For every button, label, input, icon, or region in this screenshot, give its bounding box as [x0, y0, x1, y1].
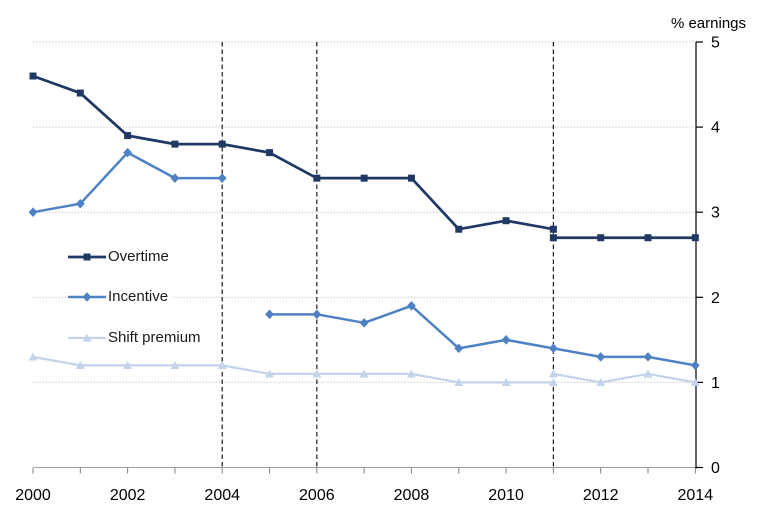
- legend-item-shift-premium: Shift premium: [68, 328, 207, 348]
- legend-item-incentive: Incentive: [68, 287, 175, 307]
- y-tick-label-2: 2: [711, 290, 720, 307]
- series-shift-premium-marker: [548, 378, 558, 386]
- series-overtime-marker: [455, 225, 463, 233]
- x-tick-label-2010: 2010: [488, 487, 524, 504]
- axes: [32, 41, 703, 474]
- y-tick-label-0: 0: [711, 460, 720, 477]
- series-shift-premium-marker: [170, 360, 180, 369]
- y-tick-label-1: 1: [711, 375, 720, 392]
- series-shift-premium-line-0: [32, 355, 554, 384]
- y-tick-label-3: 3: [711, 205, 720, 222]
- legend-marker-overtime: [68, 253, 106, 261]
- axis-tick-labels: 0 1 2 3 4 5 2000 2002 2004 2006 2008 2010 2012 2014: [15, 35, 720, 505]
- series-incentive-marker: [170, 173, 180, 183]
- series-incentive-line-0: [32, 151, 223, 214]
- series-overtime-marker: [407, 174, 415, 182]
- series-shift-premium-line-1: [553, 372, 696, 384]
- series-overtime-marker: [644, 234, 652, 242]
- x-tick-label-2004: 2004: [204, 487, 240, 504]
- series-overtime-marker: [549, 225, 557, 233]
- series-shift-premium-marker: [690, 378, 700, 386]
- legend-label-overtime: Overtime: [108, 248, 169, 265]
- series-shift-premium-marker: [265, 369, 274, 378]
- series-incentive-marker: [643, 352, 653, 362]
- series-shift-premium-marker: [548, 369, 558, 378]
- y-tick-label-5: 5: [711, 35, 720, 52]
- series-overtime-marker: [171, 140, 179, 148]
- x-tick-label-2006: 2006: [299, 487, 335, 504]
- x-tick-label-2012: 2012: [583, 487, 619, 504]
- series-incentive-line-1: [269, 304, 696, 367]
- series-incentive-marker: [454, 343, 464, 354]
- series-incentive-marker: [28, 207, 38, 217]
- legend-glyph-incentive: [82, 292, 92, 302]
- series-shift-premium-marker: [75, 360, 85, 369]
- x-tick-label-2014: 2014: [678, 487, 714, 504]
- series-shift-premium-marker: [312, 369, 322, 378]
- series-shift-premium-marker: [501, 378, 511, 386]
- series-shift-premium-marker: [28, 352, 38, 361]
- series-overtime-marker: [502, 217, 510, 225]
- series-incentive-marker: [359, 318, 369, 328]
- series-overtime-marker: [597, 234, 605, 242]
- x-tick-label-2008: 2008: [394, 487, 430, 504]
- series-shift-premium-marker: [596, 378, 606, 386]
- series-lines: [28, 72, 700, 386]
- series-incentive-marker: [596, 352, 606, 362]
- legend-glyph-overtime: [83, 253, 91, 261]
- series-shift-premium-marker: [123, 360, 133, 369]
- series-overtime-marker: [313, 174, 321, 182]
- series-incentive-marker: [217, 173, 227, 183]
- legend-label-incentive: Incentive: [108, 288, 169, 305]
- series-incentive-marker: [548, 343, 558, 354]
- legend-glyph-shift-premium: [82, 333, 92, 342]
- series-shift-premium-marker: [217, 360, 227, 369]
- reference-lines: [221, 42, 554, 468]
- series-overtime-line-0: [32, 74, 554, 231]
- series-overtime-marker: [549, 234, 557, 242]
- series-incentive-marker: [265, 309, 274, 320]
- x-tick-label-2000: 2000: [15, 487, 51, 504]
- series-shift-premium-marker: [643, 369, 653, 378]
- series-overtime-marker: [124, 132, 132, 140]
- legend-marker-incentive: [68, 292, 106, 302]
- series-overtime-marker: [360, 174, 368, 182]
- x-tick-label-2002: 2002: [110, 487, 146, 504]
- series-overtime-marker: [691, 234, 699, 242]
- series-overtime-marker: [29, 72, 37, 80]
- series-shift-premium-marker: [407, 369, 416, 378]
- series-shift-premium-marker: [454, 378, 464, 386]
- series-incentive-marker: [501, 335, 511, 345]
- series-incentive-marker: [407, 301, 416, 311]
- legend-label-shift-premium: Shift premium: [108, 329, 201, 346]
- series-incentive-marker: [312, 309, 322, 320]
- legend-item-overtime: Overtime: [68, 247, 175, 267]
- series-incentive-marker: [123, 147, 133, 158]
- y-tick-label-4: 4: [711, 120, 720, 137]
- series-shift-premium-marker: [359, 369, 369, 378]
- series-incentive-marker: [690, 360, 700, 371]
- series-incentive-marker: [75, 198, 85, 209]
- y-axis-title: % earnings: [671, 15, 746, 32]
- legend-marker-shift-premium: [68, 333, 106, 342]
- series-overtime-marker: [76, 89, 84, 97]
- series-overtime-marker: [266, 149, 274, 157]
- series-overtime-marker: [218, 140, 226, 148]
